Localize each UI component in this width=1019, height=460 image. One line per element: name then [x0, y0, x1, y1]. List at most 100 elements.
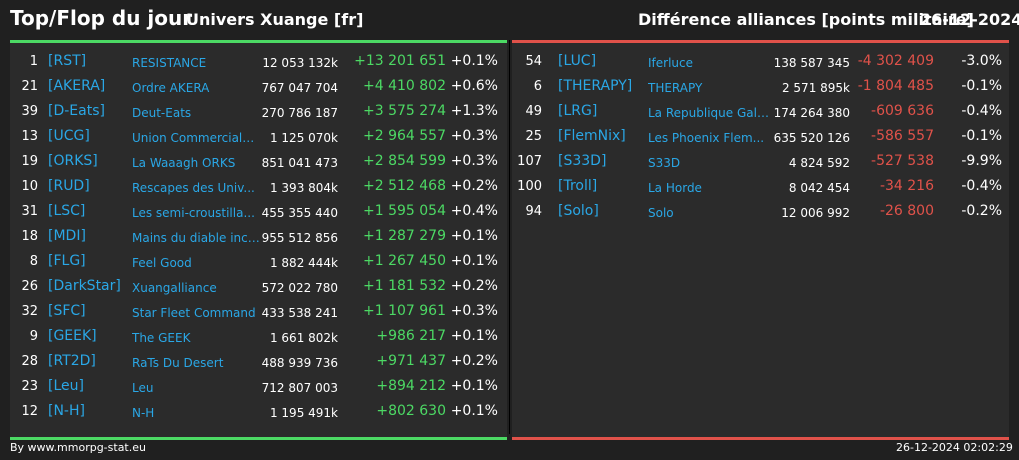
points-difference: +2 512 468 [363, 178, 446, 194]
alliance-points: 2 571 895k [781, 81, 850, 95]
divider [509, 40, 510, 434]
alliance-points: 8 042 454 [788, 181, 850, 195]
alliance-tag-link[interactable]: [Leu] [48, 378, 84, 394]
top-row: 26 [DarkStar] Xuangalliance 572 022 780 +1 1… [10, 275, 507, 300]
points-difference: +802 630 [376, 403, 446, 419]
alliance-tag-link[interactable]: [S33D] [558, 153, 607, 169]
points-difference: +2 964 557 [363, 128, 446, 144]
alliance-tag-link[interactable]: [RT2D] [48, 353, 96, 369]
alliance-tag-link[interactable]: [FlemNix] [558, 128, 626, 144]
alliance-points: 955 512 856 [261, 231, 338, 245]
alliance-rank: 54 [525, 54, 542, 69]
footer-timestamp: 26-12-2024 02:02:29 [896, 441, 1013, 454]
points-difference: +1 267 450 [363, 253, 446, 269]
alliance-tag-link[interactable]: [THERAPY] [558, 78, 633, 94]
header-date: 26-12-2024 [920, 10, 1019, 29]
percent-change: -0.1% [961, 78, 1002, 94]
percent-change: +0.2% [450, 178, 498, 194]
alliance-rank: 107 [517, 154, 542, 169]
alliance-tag-link[interactable]: [DarkStar] [48, 278, 121, 294]
alliance-tag-link[interactable]: [Troll] [558, 178, 598, 194]
flop-list: 54 [LUC] Iferluce 138 587 345 -4 302 409 -3.0… [512, 50, 1009, 225]
alliance-rank: 18 [21, 229, 38, 244]
alliance-points: 270 786 187 [261, 106, 338, 120]
flop-row: 107 [S33D] S33D 4 824 592 -527 538 -9.9% [512, 150, 1009, 175]
alliance-rank: 12 [21, 404, 38, 419]
alliance-tag-link[interactable]: [RST] [48, 53, 87, 69]
alliance-rank: 19 [21, 154, 38, 169]
footer: By www.mmorpg-stat.eu 26-12-2024 02:02:2… [0, 438, 1019, 460]
top-row: 31 [LSC] Les semi-croustilla... 455 355 440… [10, 200, 507, 225]
top-row: 13 [UCG] Union Commerciale... 1 125 070k +2 … [10, 125, 507, 150]
alliance-points: 1 195 491k [269, 406, 338, 420]
alliance-tag-link[interactable]: [FLG] [48, 253, 86, 269]
percent-change: +1.3% [450, 103, 498, 119]
alliance-rank: 23 [21, 379, 38, 394]
alliance-rank: 25 [525, 129, 542, 144]
ranking-title: Différence alliances [points militaire] [638, 10, 974, 29]
points-difference: +1 287 279 [363, 228, 446, 244]
top-row: 39 [D-Eats] Deut-Eats 270 786 187 +3 575 274… [10, 100, 507, 125]
percent-change: -0.4% [961, 178, 1002, 194]
points-difference: +3 575 274 [363, 103, 446, 119]
alliance-points: 1 125 070k [269, 131, 338, 145]
percent-change: +0.2% [450, 278, 498, 294]
alliance-rank: 28 [21, 354, 38, 369]
top-list: 1 [RST] RESISTANCE 12 053 132k +13 201 651 +0… [10, 50, 507, 425]
percent-change: +0.1% [450, 253, 498, 269]
percent-change: +0.6% [450, 78, 498, 94]
percent-change: -0.4% [961, 103, 1002, 119]
top-row: 9 [GEEK] The GEEK 1 661 802k +986 217 +0.1% [10, 325, 507, 350]
alliance-points: 174 264 380 [773, 106, 850, 120]
alliance-rank: 8 [29, 254, 38, 269]
points-difference: +1 107 961 [363, 303, 446, 319]
points-difference: +894 212 [376, 378, 446, 394]
percent-change: -0.1% [961, 128, 1002, 144]
alliance-tag-link[interactable]: [AKERA] [48, 78, 106, 94]
points-difference: -586 557 [871, 128, 934, 144]
points-difference: -26 800 [879, 203, 934, 219]
percent-change: +0.1% [450, 403, 498, 419]
alliance-rank: 31 [21, 204, 38, 219]
top-row: 18 [MDI] Mains du diable inco... 955 512 85… [10, 225, 507, 250]
alliance-tag-link[interactable]: [MDI] [48, 228, 86, 244]
top-panel: 1 [RST] RESISTANCE 12 053 132k +13 201 651 +0… [10, 40, 507, 440]
top-row: 12 [N-H] N-H 1 195 491k +802 630 +0.1% [10, 400, 507, 425]
points-difference: +2 854 599 [363, 153, 446, 169]
footer-credit: By www.mmorpg-stat.eu [10, 441, 146, 454]
alliance-tag-link[interactable]: [LSC] [48, 203, 86, 219]
top-row: 10 [RUD] Rescapes des Univ... 1 393 804k +2 … [10, 175, 507, 200]
alliance-tag-link[interactable]: [LRG] [558, 103, 598, 119]
top-row: 23 [Leu] Leu 712 807 003 +894 212 +0.1% [10, 375, 507, 400]
alliance-rank: 1 [29, 54, 38, 69]
points-difference: +971 437 [376, 353, 446, 369]
percent-change: +0.3% [450, 303, 498, 319]
alliance-tag-link[interactable]: [GEEK] [48, 328, 97, 344]
points-difference: +986 217 [376, 328, 446, 344]
percent-change: +0.2% [450, 353, 498, 369]
alliance-tag-link[interactable]: [UCG] [48, 128, 90, 144]
alliance-tag-link[interactable]: [Solo] [558, 203, 599, 219]
alliance-rank: 21 [21, 79, 38, 94]
alliance-points: 433 538 241 [261, 306, 338, 320]
alliance-points: 4 824 592 [788, 156, 850, 170]
alliance-rank: 10 [21, 179, 38, 194]
percent-change: +0.1% [450, 53, 498, 69]
alliance-tag-link[interactable]: [SFC] [48, 303, 86, 319]
alliance-points: 455 355 440 [261, 206, 338, 220]
alliance-tag-link[interactable]: [LUC] [558, 53, 597, 69]
alliance-points: 1 882 444k [269, 256, 338, 270]
alliance-points: 1 661 802k [269, 331, 338, 345]
flop-row: 54 [LUC] Iferluce 138 587 345 -4 302 409 -3.0… [512, 50, 1009, 75]
points-difference: -609 636 [871, 103, 934, 119]
alliance-tag-link[interactable]: [ORKS] [48, 153, 98, 169]
alliance-rank: 26 [21, 279, 38, 294]
alliance-points: 12 006 992 [781, 206, 850, 220]
percent-change: -0.2% [961, 203, 1002, 219]
flop-panel: 54 [LUC] Iferluce 138 587 345 -4 302 409 -3.0… [512, 40, 1009, 440]
alliance-tag-link[interactable]: [D-Eats] [48, 103, 105, 119]
alliance-points: 1 393 804k [269, 181, 338, 195]
points-difference: -527 538 [871, 153, 934, 169]
alliance-tag-link[interactable]: [RUD] [48, 178, 90, 194]
alliance-tag-link[interactable]: [N-H] [48, 403, 85, 419]
